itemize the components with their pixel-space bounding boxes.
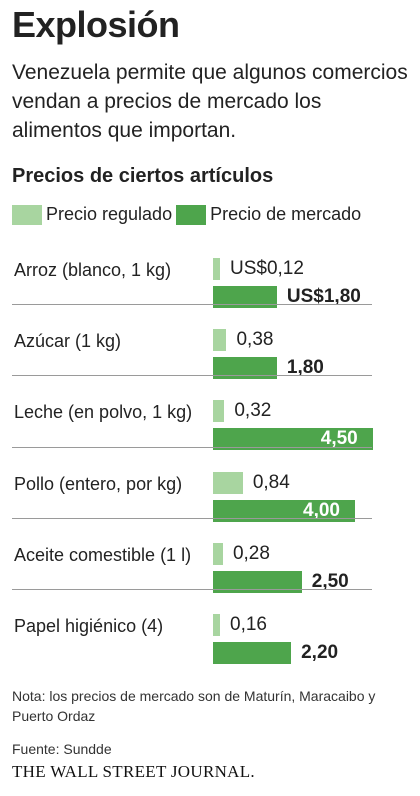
legend-label-market: Precio de mercado <box>210 204 362 224</box>
value-label-regulated: 0,16 <box>230 614 267 635</box>
chart-heading: Precios de ciertos artículos <box>12 165 274 187</box>
value-label-market: 2,20 <box>301 642 339 663</box>
bar-regulated <box>213 329 227 352</box>
legend-swatch-regulated <box>12 204 42 225</box>
value-label-market: 4,00 <box>303 499 340 521</box>
category-label: Azúcar (1 kg) <box>14 331 122 352</box>
bar-market <box>213 642 292 664</box>
category-label: Pollo (entero, por kg) <box>14 473 183 494</box>
row-separator <box>12 304 372 306</box>
bar-market <box>213 499 355 522</box>
bar-market <box>213 357 277 380</box>
value-label-regulated: 0,28 <box>232 542 270 564</box>
chart-subtitle: Venezuela permite que algunos comercios … <box>12 61 408 142</box>
row-separator <box>12 589 372 590</box>
row-separator <box>12 517 372 519</box>
bar-regulated <box>213 400 225 423</box>
bar-regulated <box>213 471 243 494</box>
chart-title: Explosión <box>12 4 180 45</box>
value-label-regulated: US$0,12 <box>230 258 304 279</box>
bar-market <box>213 428 373 451</box>
legend: Precio regulado Precio de mercado <box>12 204 365 225</box>
legend-label-regulated: Precio regulado <box>46 204 173 224</box>
category-label: Arroz (blanco, 1 kg) <box>14 260 172 280</box>
category-label: Papel higiénico (4) <box>14 616 164 636</box>
source-credit: Fuente: Sundde <box>12 741 112 757</box>
bar-regulated <box>213 542 223 565</box>
value-label-regulated: 0,32 <box>234 400 272 422</box>
value-label-market: 1,80 <box>286 357 324 379</box>
legend-swatch-market <box>176 204 207 225</box>
row-separator <box>12 375 372 377</box>
bar-market <box>213 570 302 593</box>
value-label-market: 2,50 <box>311 570 349 592</box>
category-label: Leche (en polvo, 1 kg) <box>14 402 193 423</box>
footnote: Nota: los precios de mercado son de Matu… <box>12 688 376 724</box>
value-label-regulated: 0,38 <box>236 329 274 351</box>
publisher-logo: THE WALL STREET JOURNAL. <box>12 762 255 781</box>
legend-item-market: Precio de mercado <box>176 204 361 225</box>
bar-regulated <box>213 258 220 280</box>
value-label-market: 4,50 <box>320 428 358 450</box>
value-label-market: US$1,80 <box>286 286 361 307</box>
row-separator <box>12 446 372 448</box>
legend-item-regulated: Precio regulado <box>12 204 172 225</box>
bar-regulated <box>213 614 220 636</box>
bar-market <box>213 286 277 308</box>
value-label-regulated: 0,84 <box>252 471 290 493</box>
category-label: Aceite comestible (1 l) <box>14 544 192 565</box>
